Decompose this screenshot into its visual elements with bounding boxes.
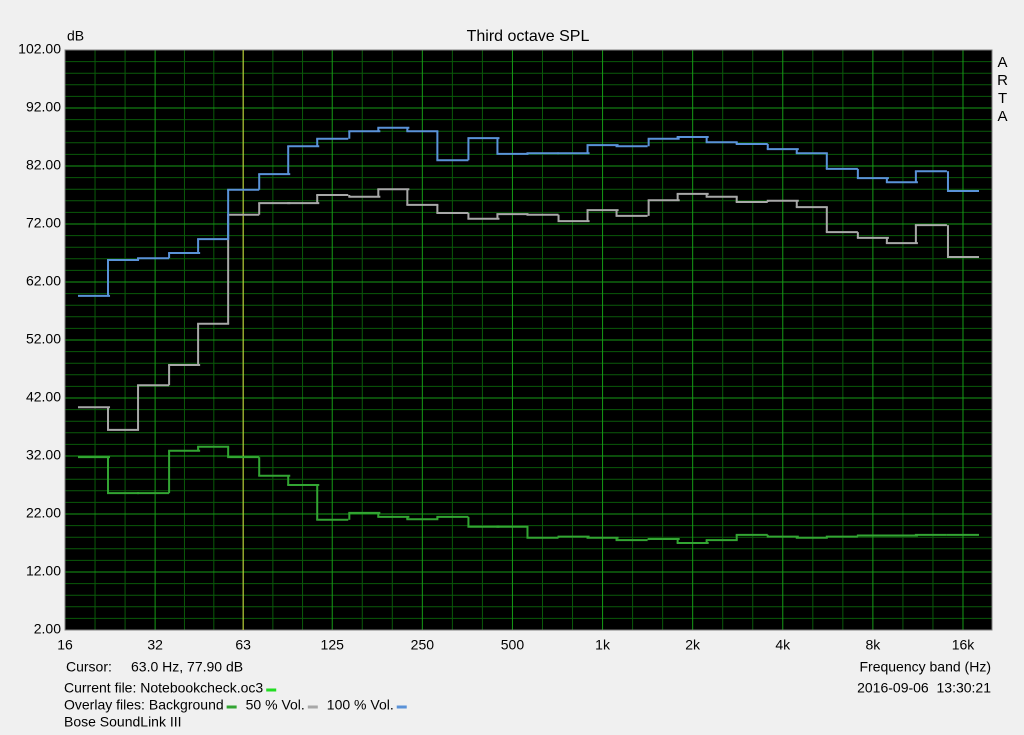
legend-entry: Background	[149, 697, 224, 713]
chart-title: Third octave SPL	[467, 28, 590, 45]
x-tick-label: 8k	[865, 637, 881, 653]
y-tick-label: 72.00	[26, 215, 61, 231]
plot-border	[64, 49, 993, 631]
series	[77, 126, 980, 297]
device-name: Bose SoundLink III	[64, 714, 182, 730]
x-tick-label: 500	[501, 637, 525, 653]
current-file: Current file: Notebookcheck.oc3	[64, 680, 263, 696]
y-tick-label: 62.00	[26, 273, 61, 289]
series	[77, 445, 980, 544]
series	[77, 188, 980, 431]
y-tick-label: 52.00	[26, 331, 61, 347]
y-tick-label: 102.00	[18, 41, 61, 57]
y-axis-label: dB	[67, 28, 84, 44]
x-tick-label: 16	[57, 637, 73, 653]
legend-entry: 50 % Vol.	[246, 697, 305, 713]
overlay-label: Overlay files:	[64, 697, 145, 713]
x-tick-label: 63	[235, 637, 251, 653]
y-tick-label: 22.00	[26, 505, 61, 521]
y-tick-label: 32.00	[26, 447, 61, 463]
x-tick-label: 1k	[595, 637, 611, 653]
x-tick-label: 250	[411, 637, 435, 653]
x-tick-label: 32	[147, 637, 163, 653]
timestamp: 2016-09-06 13:30:21	[857, 680, 991, 696]
y-tick-label: 82.00	[26, 157, 61, 173]
cursor-readout: 63.0 Hz, 77.90 dB	[131, 659, 243, 675]
x-tick-label: 2k	[685, 637, 701, 653]
y-tick-label: 12.00	[26, 563, 61, 579]
cursor-label: Cursor:	[66, 659, 112, 675]
watermark: ARTA	[994, 54, 1011, 126]
y-tick-label: 92.00	[26, 99, 61, 115]
y-tick-label: 2.00	[34, 621, 61, 637]
x-axis-label: Frequency band (Hz)	[859, 659, 991, 675]
x-tick-label: 16k	[952, 637, 976, 653]
x-tick-label: 125	[321, 637, 345, 653]
legend-entry: 100 % Vol.	[327, 697, 394, 713]
y-tick-label: 42.00	[26, 389, 61, 405]
x-tick-label: 4k	[775, 637, 791, 653]
